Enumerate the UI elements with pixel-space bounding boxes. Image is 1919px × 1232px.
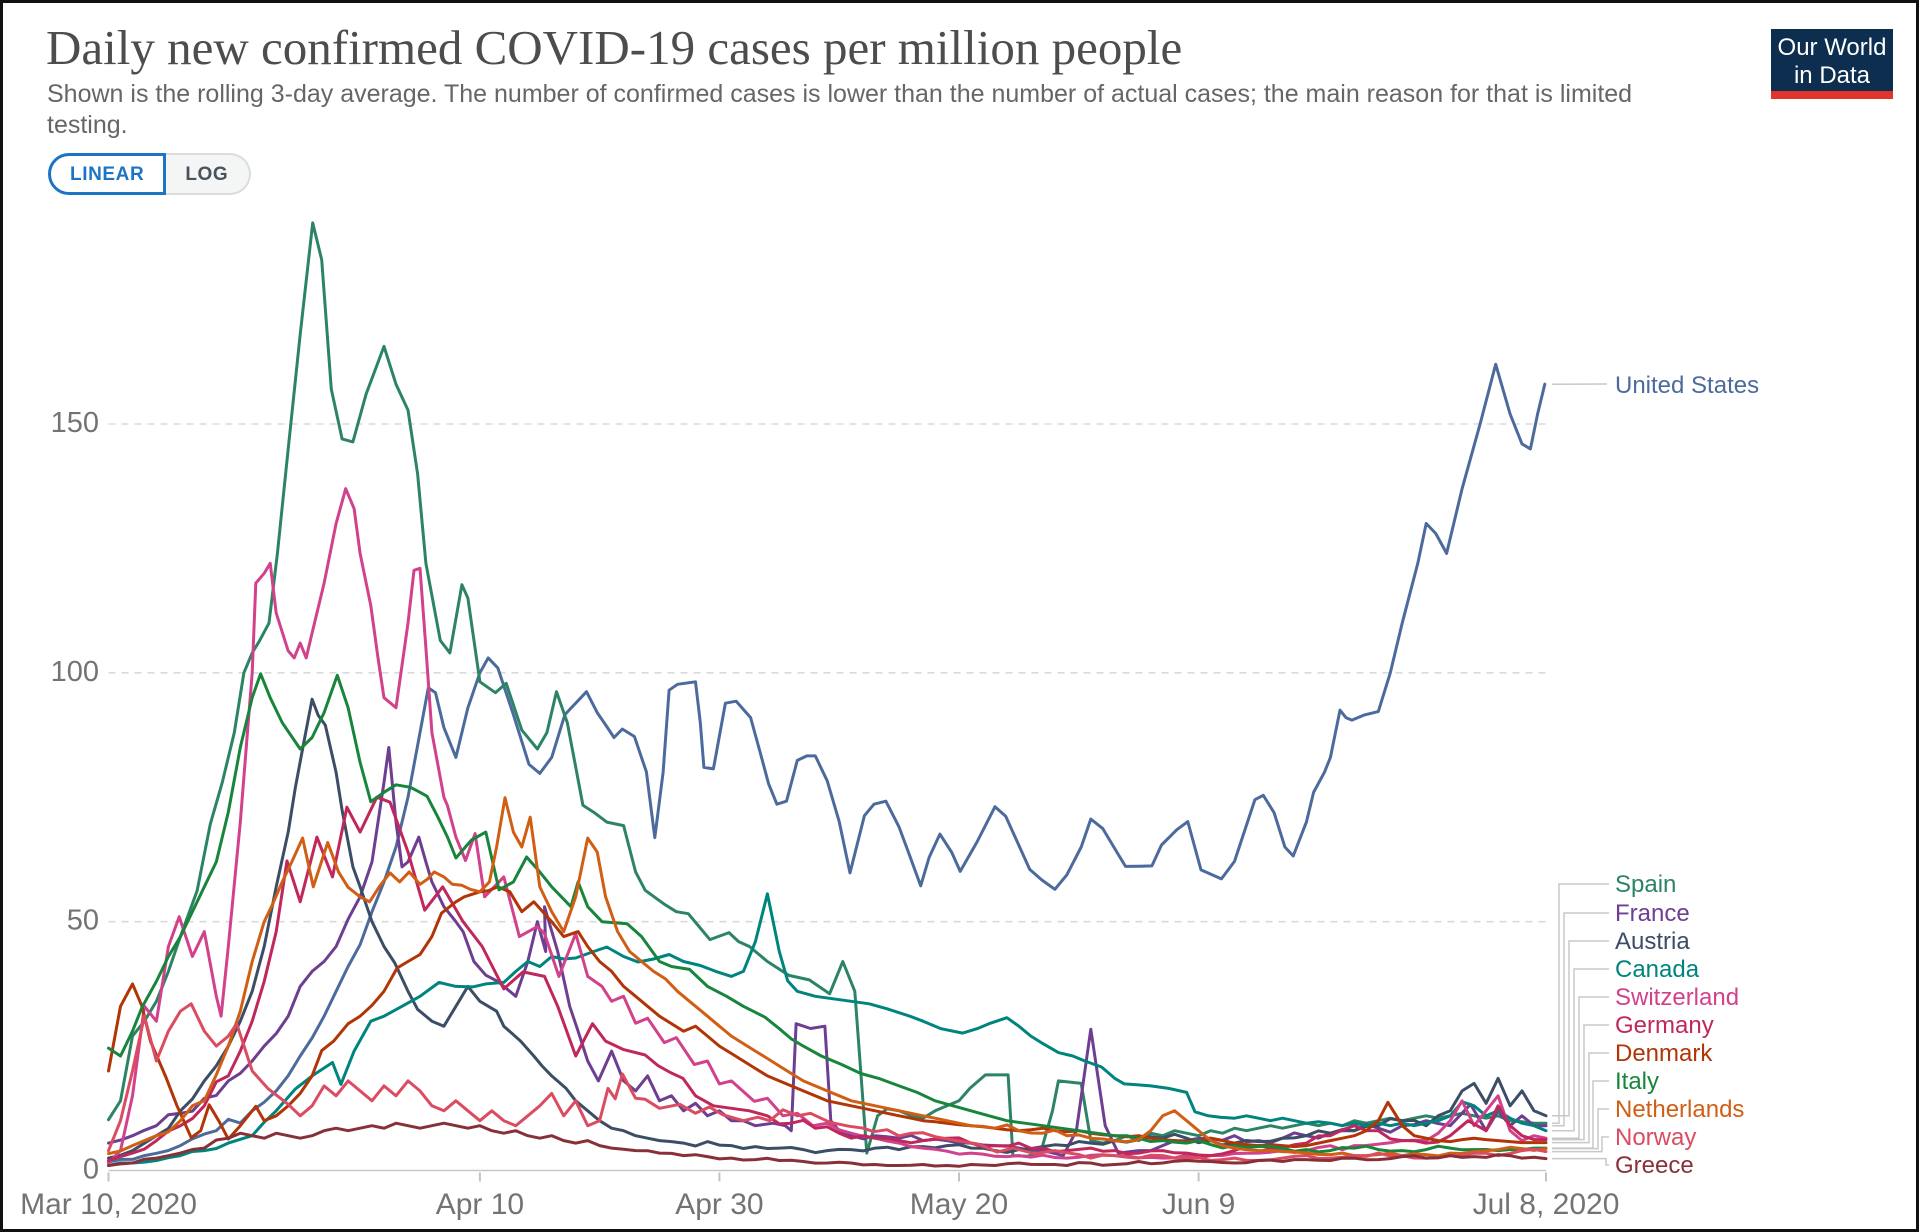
svg-text:Switzerland: Switzerland [1615, 984, 1739, 1011]
svg-text:Italy: Italy [1615, 1068, 1659, 1095]
svg-text:50: 50 [67, 905, 99, 937]
svg-text:Mar 10, 2020: Mar 10, 2020 [20, 1188, 197, 1221]
svg-text:Denmark: Denmark [1615, 1040, 1713, 1067]
svg-text:Netherlands: Netherlands [1615, 1096, 1744, 1123]
svg-text:Apr 30: Apr 30 [675, 1188, 763, 1221]
svg-text:Jun 9: Jun 9 [1162, 1188, 1235, 1221]
svg-text:Austria: Austria [1615, 928, 1690, 955]
svg-text:150: 150 [51, 407, 99, 439]
svg-text:Germany: Germany [1615, 1012, 1714, 1039]
svg-text:United States: United States [1615, 372, 1759, 399]
svg-text:Jul 8, 2020: Jul 8, 2020 [1473, 1188, 1620, 1221]
svg-text:France: France [1615, 900, 1690, 927]
svg-text:Apr 10: Apr 10 [436, 1188, 524, 1221]
svg-text:Canada: Canada [1615, 956, 1700, 983]
svg-text:100: 100 [51, 656, 99, 688]
svg-text:Spain: Spain [1615, 871, 1676, 898]
svg-text:Norway: Norway [1615, 1124, 1696, 1151]
svg-text:Greece: Greece [1615, 1152, 1694, 1179]
svg-text:0: 0 [83, 1154, 99, 1186]
svg-text:May 20: May 20 [910, 1188, 1008, 1221]
